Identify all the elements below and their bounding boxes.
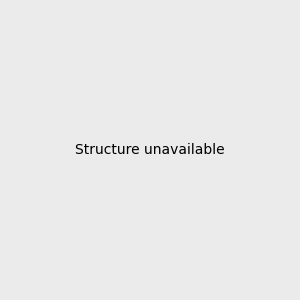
Text: Structure unavailable: Structure unavailable [75, 143, 225, 157]
